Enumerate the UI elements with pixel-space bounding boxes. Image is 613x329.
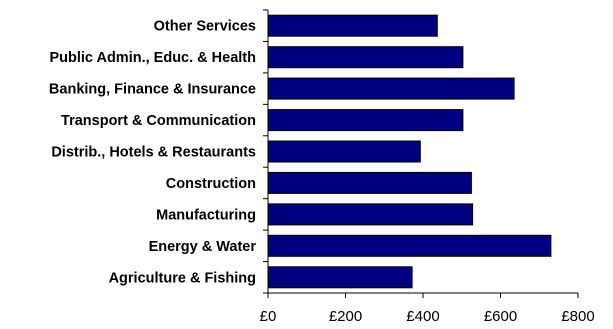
bars-group: [267, 14, 552, 289]
category-label-construction: Construction: [166, 176, 256, 192]
bar-banking-finance-insurance: [267, 77, 515, 100]
category-labels: Other Services Public Admin., Educ. & Hea…: [49, 19, 256, 287]
x-tick-label: £400: [406, 308, 439, 325]
bar-transport-communication: [267, 109, 464, 132]
bar-other-services: [267, 14, 438, 37]
x-tick-label: £600: [484, 308, 517, 325]
category-label-agriculture-fishing: Agriculture & Fishing: [109, 270, 256, 286]
category-label-distrib-hotels-restaurants: Distrib., Hotels & Restaurants: [51, 145, 256, 161]
x-tick-label: £200: [329, 308, 362, 325]
bar-energy-water: [267, 234, 552, 257]
bar-agriculture-fishing: [267, 266, 413, 289]
category-label-energy-water: Energy & Water: [149, 239, 257, 255]
bar-construction: [267, 171, 472, 194]
category-label-manufacturing: Manufacturing: [156, 207, 256, 223]
bar-public-admin-educ-health: [267, 46, 464, 69]
category-label-public-admin-educ-health: Public Admin., Educ. & Health: [49, 50, 256, 66]
x-tick-label: £800: [561, 308, 594, 325]
x-axis-ticks: £0 £200 £400 £600 £800: [260, 293, 595, 325]
bar-distrib-hotels-restaurants: [267, 140, 421, 163]
x-tick-label: £0: [260, 308, 277, 325]
category-label-other-services: Other Services: [154, 19, 256, 35]
category-label-transport-communication: Transport & Communication: [61, 113, 256, 129]
bar-manufacturing: [267, 203, 474, 226]
category-label-banking-finance-insurance: Banking, Finance & Insurance: [49, 82, 256, 98]
